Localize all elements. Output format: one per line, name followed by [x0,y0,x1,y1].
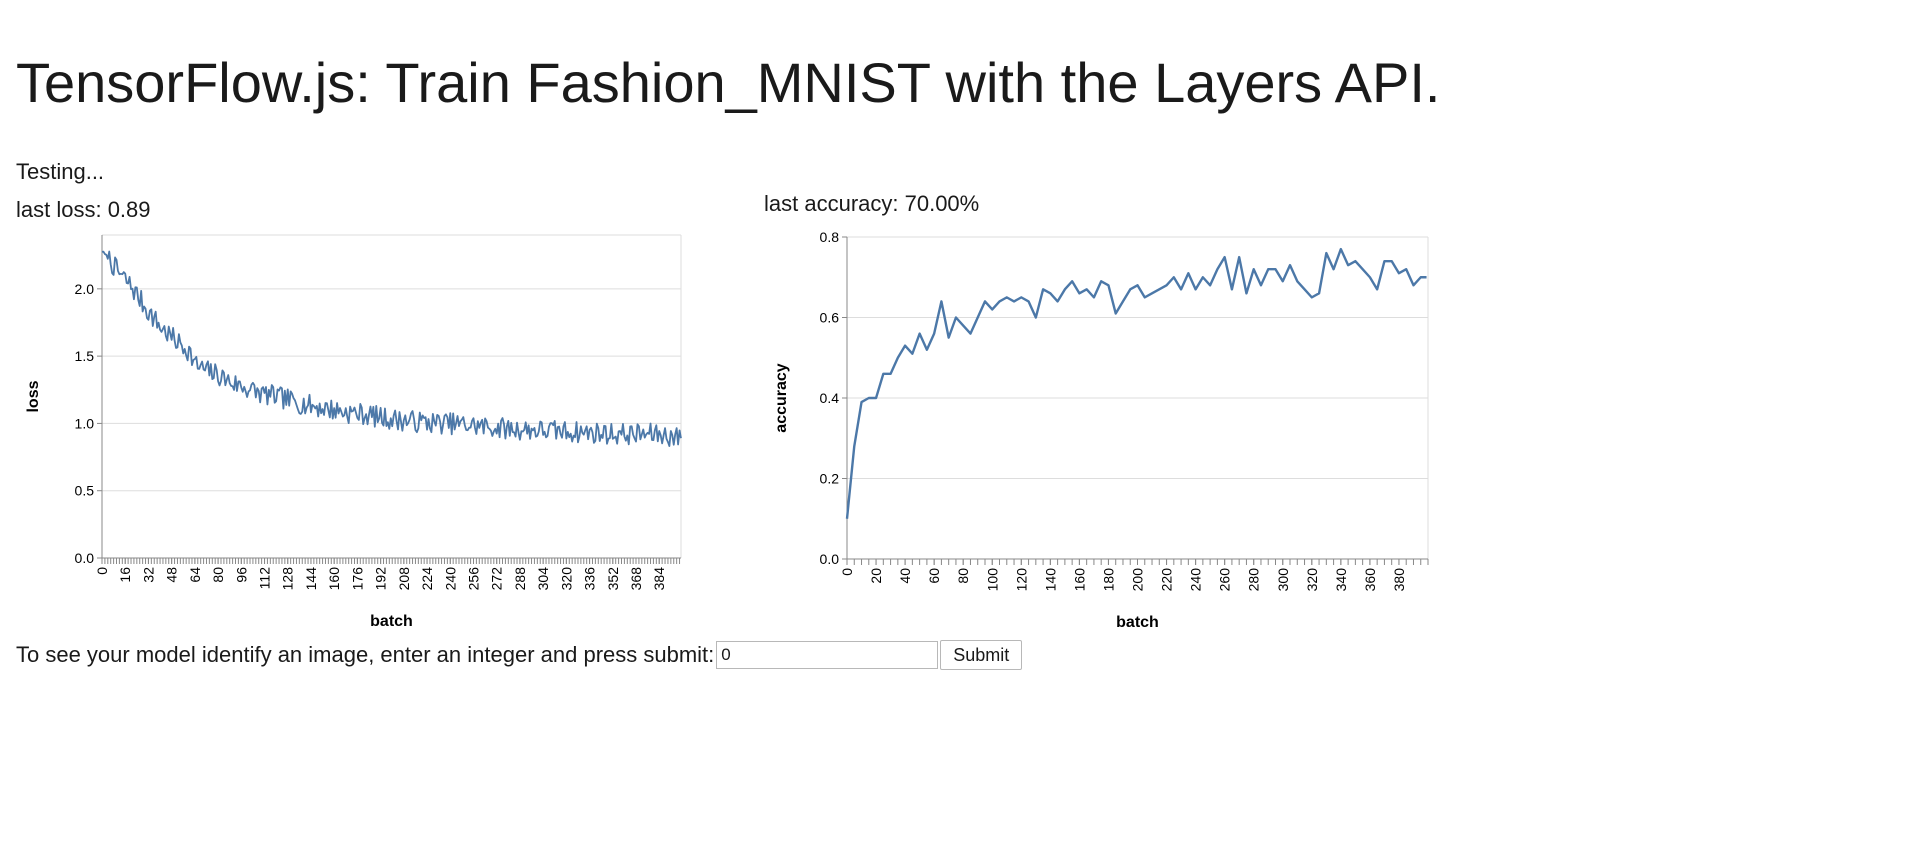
x-tick-label: 360 [1362,568,1378,592]
x-tick-label: 300 [1275,568,1291,592]
x-tick-label: 80 [955,568,971,584]
loss-chart-svg: 0.0 0.5 1.0 1.5 2.0 0 16 32 48 64 80 96 112 128 144 160… [25,234,682,630]
x-tick-label: 32 [140,567,156,583]
x-tick-label: 280 [1246,568,1262,592]
x-tick-label: 260 [1217,568,1233,592]
x-tick-label: 160 [326,567,342,591]
x-tick-label: 340 [1333,568,1349,592]
accuracy-chart-svg: 0.0 0.2 0.4 0.6 0.8 0 20 40 60 80 100 120 140 160 180 2… [773,229,1429,631]
x-tick-label: 220 [1159,568,1175,592]
x-tick-label: 40 [897,568,913,584]
x-tick-label: 16 [117,567,133,583]
y-tick-label: 0.0 [820,551,840,567]
x-axis-title: batch [1116,614,1159,631]
accuracy-series-line [845,247,1427,519]
x-tick-label: 320 [1304,568,1320,592]
x-tick-label: 96 [233,567,249,583]
loss-series-line [101,250,682,447]
y-tick-label: 0.5 [75,483,95,499]
predict-form: To see your model identify an image, ent… [16,640,1023,670]
y-tick-label: 0.6 [820,310,840,326]
x-tick-label: 120 [1013,568,1029,592]
x-tick-label: 380 [1391,568,1407,592]
x-tick-label: 304 [535,567,551,591]
loss-chart: 0.0 0.5 1.0 1.5 2.0 0 16 32 48 64 80 96 112 128 144 160… [0,220,740,645]
image-index-input[interactable] [716,641,939,669]
x-tick-label: 112 [257,567,273,590]
x-tick-label: 100 [984,568,1000,592]
y-tick-label: 2.0 [75,281,95,297]
x-tick-label: 60 [926,568,942,584]
x-tick-label: 0 [94,567,110,575]
x-tick-label: 0 [839,568,855,576]
x-tick-label: 320 [558,567,574,591]
y-tick-label: 0.8 [820,229,840,245]
x-tick-label: 384 [651,567,667,591]
x-tick-label: 368 [628,567,644,591]
y-tick-label: 0.4 [820,390,840,406]
accuracy-chart: 0.0 0.2 0.4 0.6 0.8 0 20 40 60 80 100 120 140 160 180 2… [750,220,1450,645]
y-tick-label: 1.5 [75,348,95,364]
status-text: Testing... [16,159,105,184]
x-tick-label: 200 [1130,568,1146,592]
x-tick-label: 180 [1100,568,1116,592]
x-axis-title: batch [370,613,413,630]
x-tick-label: 192 [373,567,389,591]
x-tick-label: 352 [605,567,621,591]
x-tick-label: 240 [442,567,458,591]
predict-prompt: To see your model identify an image, ent… [16,642,715,667]
x-tick-label: 144 [303,567,319,591]
x-tick-label: 272 [489,567,505,591]
x-tick-label: 256 [465,567,481,591]
last-loss-label: last loss: 0.89 [16,197,151,222]
x-tick-label: 208 [396,567,412,591]
y-axis-title: accuracy [773,363,790,432]
x-tick-label: 48 [164,567,180,583]
x-tick-label: 224 [419,567,435,591]
x-tick-label: 64 [187,567,203,583]
last-accuracy-label: last accuracy: 70.00% [764,191,980,216]
x-tick-label: 160 [1071,568,1087,592]
x-tick-label: 80 [210,567,226,583]
page-title: TensorFlow.js: Train Fashion_MNIST with … [16,51,1441,114]
y-tick-label: 0.2 [820,471,840,487]
y-axis-title: loss [25,380,42,412]
x-tick-label: 336 [582,567,598,591]
x-tick-label: 288 [512,567,528,591]
x-tick-label: 240 [1188,568,1204,592]
x-tick-label: 140 [1042,568,1058,592]
x-tick-label: 176 [349,567,365,591]
x-tick-label: 20 [868,568,884,584]
y-tick-label: 1.0 [75,415,95,431]
x-tick-label: 128 [280,567,296,591]
y-tick-label: 0.0 [75,550,95,566]
submit-button[interactable]: Submit [940,640,1023,670]
